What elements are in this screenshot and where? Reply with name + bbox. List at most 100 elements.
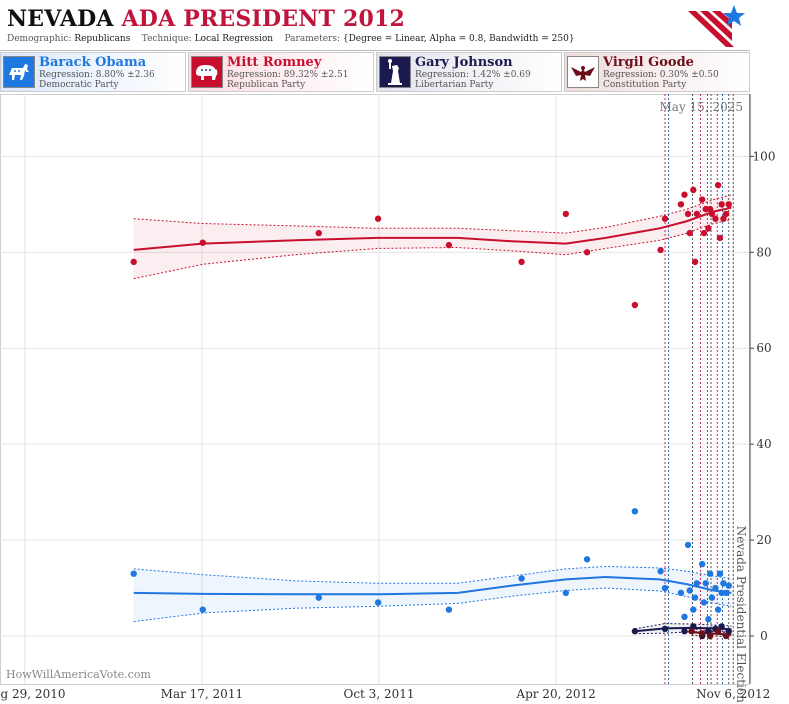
obama-point xyxy=(657,568,664,575)
obama-point xyxy=(698,560,706,568)
candidate-card-obama[interactable]: Barack Obama Regression: 8.80% ±2.36 Dem… xyxy=(0,52,186,92)
romney-band-upper xyxy=(133,194,732,234)
obama-point xyxy=(374,599,382,606)
eagle-icon xyxy=(567,56,599,88)
obama-point xyxy=(562,589,570,597)
obama-point xyxy=(199,606,206,613)
romney-point xyxy=(657,246,664,254)
obama-point xyxy=(518,575,525,582)
candidate-name: Barack Obama xyxy=(39,55,147,70)
demographic-value: Republicans xyxy=(74,34,131,44)
obama-point xyxy=(681,613,688,621)
romney-point xyxy=(374,215,382,222)
johnson-point xyxy=(661,625,669,633)
obama-trend-line xyxy=(133,576,732,596)
romney-point xyxy=(716,234,724,242)
chart-header: NEVADA ADA PRESIDENT 2012 Demographic: R… xyxy=(0,0,750,51)
title-state: NEVADA xyxy=(7,6,114,32)
goode-point xyxy=(688,628,695,635)
obama-point xyxy=(718,589,725,597)
romney-point xyxy=(686,229,693,237)
romney-point xyxy=(700,229,708,237)
romney-point xyxy=(705,225,712,232)
romney-point xyxy=(661,215,669,222)
obama-point xyxy=(690,606,697,613)
candidate-regression: Regression: 8.80% ±2.36 xyxy=(39,70,155,80)
site-logo-icon xyxy=(688,5,745,47)
page-title: NEVADA ADA PRESIDENT 2012 xyxy=(7,6,405,32)
elephant-icon xyxy=(191,56,223,88)
watermark: HowWillAmericaVote.com xyxy=(6,668,151,681)
x-tick-label: Apr 20, 2012 xyxy=(515,687,595,701)
parameters-value: {Degree = Linear, Alpha = 0.8, Bandwidth… xyxy=(342,34,575,44)
romney-point xyxy=(693,210,701,218)
parameters-line: Demographic: Republicans Technique: Loca… xyxy=(7,34,575,44)
x-tick-label: Oct 3, 2011 xyxy=(343,687,414,701)
candidate-party: Constitution Party xyxy=(603,80,687,90)
technique-label: Technique: xyxy=(141,34,192,44)
confidence-bands xyxy=(133,194,732,638)
romney-point xyxy=(718,201,725,208)
romney-point xyxy=(518,258,525,266)
demographic-label: Demographic: xyxy=(7,34,72,44)
obama-point xyxy=(693,580,701,587)
romney-point xyxy=(712,215,719,222)
regression-chart: Aug 29, 2010 Mar 17, 2011 Oct 3, 2011 Apr 2… xyxy=(0,94,776,703)
romney-point xyxy=(725,201,732,208)
statue-of-liberty-icon xyxy=(379,56,411,88)
y-tick-label: 20 xyxy=(756,533,771,547)
candidate-party: Republican Party xyxy=(227,80,306,90)
obama-point xyxy=(700,599,708,606)
obama-point xyxy=(714,606,722,613)
romney-band-lower xyxy=(133,219,732,280)
candidate-legend: Barack Obama Regression: 8.80% ±2.36 Dem… xyxy=(0,52,750,92)
romney-point xyxy=(677,201,685,208)
romney-point xyxy=(681,191,688,198)
obama-point xyxy=(705,616,712,623)
romney-point xyxy=(720,215,727,222)
romney-point xyxy=(714,181,722,189)
romney-point xyxy=(583,249,591,256)
obama-point xyxy=(631,508,639,515)
candidate-regression: Regression: 1.42% ±0.69 xyxy=(415,70,531,80)
y-tick-label: 100 xyxy=(753,149,776,163)
johnson-point xyxy=(718,623,725,630)
candidate-party: Democratic Party xyxy=(39,80,119,90)
romney-point xyxy=(631,301,639,309)
x-tick-label: Aug 29, 2010 xyxy=(0,687,65,701)
obama-point xyxy=(691,594,699,601)
obama-point xyxy=(661,584,669,592)
romney-point xyxy=(315,229,322,237)
romney-point xyxy=(130,258,137,266)
x-tick-label: Mar 17, 2011 xyxy=(161,687,243,701)
obama-point xyxy=(706,570,714,577)
candidate-name: Mitt Romney xyxy=(227,55,322,70)
romney-point xyxy=(562,210,570,218)
goode-point xyxy=(722,632,730,640)
obama-point xyxy=(702,580,709,587)
parameters-label: Parameters: xyxy=(284,34,340,44)
obama-point xyxy=(583,556,591,563)
candidate-card-romney[interactable]: Mitt Romney Regression: 89.32% ±2.51 Rep… xyxy=(188,52,374,92)
romney-point xyxy=(684,210,692,218)
johnson-point xyxy=(690,623,697,630)
candidate-card-johnson[interactable]: Gary Johnson Regression: 1.42% ±0.69 Lib… xyxy=(376,52,562,92)
technique-value: Local Regression xyxy=(194,34,274,44)
y-tick-label: 40 xyxy=(756,437,771,451)
romney-point xyxy=(691,258,699,266)
obama-point xyxy=(445,606,453,613)
goode-point xyxy=(706,632,714,640)
romney-trend-line xyxy=(133,206,732,251)
poll-points xyxy=(130,181,732,640)
johnson-point xyxy=(705,628,712,635)
title-rest: ADA PRESIDENT 2012 xyxy=(121,6,405,32)
johnson-point xyxy=(681,628,688,635)
obama-band-lower xyxy=(133,587,732,623)
obama-point xyxy=(720,580,727,587)
johnson-point xyxy=(725,628,732,635)
candidate-name: Virgil Goode xyxy=(603,55,694,70)
obama-point xyxy=(684,541,692,549)
candidate-party: Libertarian Party xyxy=(415,80,494,90)
candidate-card-goode[interactable]: Virgil Goode Regression: 0.30% ±0.50 Con… xyxy=(564,52,750,92)
y-tick-label: 60 xyxy=(756,341,771,355)
